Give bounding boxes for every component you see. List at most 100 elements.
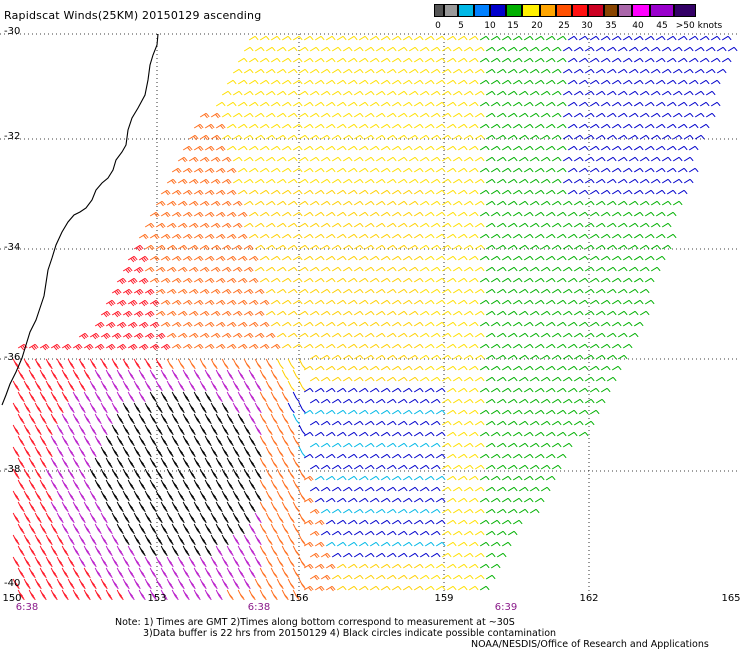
wind-barb xyxy=(474,156,485,162)
wind-barb xyxy=(611,57,622,63)
wind-barb xyxy=(584,376,595,382)
wind-barb xyxy=(468,35,479,41)
wind-barb xyxy=(677,189,688,195)
wind-barb xyxy=(408,134,419,140)
wind-barb xyxy=(204,189,215,196)
wind-barb xyxy=(529,442,540,448)
wind-barb xyxy=(243,512,251,524)
wind-barb xyxy=(485,266,496,272)
wind-barb xyxy=(617,68,628,74)
wind-barb xyxy=(518,68,529,74)
wind-barb xyxy=(457,475,468,481)
wind-barb xyxy=(468,255,479,261)
wind-barb xyxy=(496,530,507,536)
wind-barb xyxy=(144,556,152,568)
wind-barb xyxy=(408,354,419,360)
wind-barb xyxy=(380,563,391,569)
wind-barb xyxy=(138,233,149,240)
wind-barb xyxy=(639,156,650,162)
wind-barb xyxy=(424,541,435,547)
wind-barb xyxy=(507,332,518,338)
wind-barb xyxy=(248,435,256,447)
wind-barb xyxy=(578,431,589,437)
wind-barb xyxy=(606,332,617,338)
wind-barb xyxy=(419,200,430,206)
wind-barb xyxy=(375,376,386,382)
wind-barb xyxy=(105,413,113,425)
wind-barb xyxy=(270,545,278,557)
wind-barb xyxy=(677,79,688,85)
wind-barb xyxy=(127,413,135,425)
wind-barb xyxy=(287,112,298,118)
wind-barb xyxy=(380,299,391,305)
wind-barb xyxy=(479,321,490,327)
wind-barb xyxy=(204,369,212,381)
wind-barb xyxy=(353,222,364,228)
wind-barb xyxy=(292,255,303,261)
wind-barb xyxy=(474,178,485,184)
wind-barb xyxy=(325,497,336,503)
wind-barb xyxy=(232,200,243,207)
wind-barb xyxy=(17,369,25,381)
wind-barb xyxy=(562,90,573,96)
wind-barb xyxy=(710,35,721,41)
wind-barb xyxy=(578,255,589,261)
wind-barb xyxy=(204,501,212,513)
wind-barb xyxy=(17,435,25,447)
wind-barb xyxy=(666,79,677,85)
wind-barb xyxy=(606,244,617,250)
wind-barb xyxy=(474,398,485,404)
wind-barb xyxy=(276,310,287,316)
wind-barb xyxy=(281,145,292,151)
wind-barb xyxy=(375,574,386,580)
wind-barb xyxy=(617,266,628,272)
wind-barb xyxy=(287,556,295,568)
wind-barb xyxy=(248,35,259,41)
wind-barb xyxy=(490,277,501,283)
wind-barb xyxy=(221,200,232,207)
wind-barb xyxy=(105,369,113,381)
wind-barb xyxy=(325,475,336,481)
wind-barb xyxy=(56,424,64,436)
wind-barb xyxy=(479,79,490,85)
wind-barb xyxy=(446,145,457,151)
wind-barb xyxy=(281,233,292,239)
wind-barb xyxy=(281,189,292,195)
wind-barb xyxy=(710,57,721,63)
wind-barb xyxy=(287,490,295,502)
wind-barb xyxy=(611,145,622,151)
wind-barb xyxy=(72,545,80,557)
wind-barb xyxy=(193,189,204,196)
wind-barb xyxy=(567,431,578,437)
wind-barb xyxy=(287,446,295,458)
wind-barb xyxy=(171,457,179,469)
wind-barb xyxy=(353,68,364,74)
wind-barb xyxy=(204,233,215,240)
wind-barb xyxy=(562,156,573,162)
wind-barb xyxy=(435,211,446,217)
wind-barb xyxy=(292,277,303,283)
wind-barb xyxy=(199,490,207,502)
wind-barb xyxy=(468,585,479,591)
wind-barb xyxy=(292,123,303,129)
wind-barb xyxy=(677,35,688,41)
wind-barb xyxy=(490,79,501,85)
wind-barb xyxy=(45,490,53,502)
wind-barb xyxy=(375,552,386,558)
wind-barb xyxy=(578,57,589,63)
wind-barb xyxy=(210,310,221,317)
wind-barb xyxy=(193,299,204,306)
wind-barb xyxy=(303,563,314,570)
wind-barb xyxy=(50,435,58,447)
wind-barb xyxy=(479,563,490,569)
wind-barb xyxy=(28,391,36,403)
wind-barb xyxy=(567,189,578,195)
wind-barb xyxy=(336,519,347,525)
wind-barb xyxy=(501,189,512,195)
wind-barb xyxy=(529,464,540,470)
wind-barb xyxy=(424,211,435,217)
wind-barb xyxy=(122,266,133,274)
wind-barb xyxy=(485,420,496,426)
wind-barb xyxy=(441,134,452,140)
wind-barb xyxy=(633,145,644,151)
